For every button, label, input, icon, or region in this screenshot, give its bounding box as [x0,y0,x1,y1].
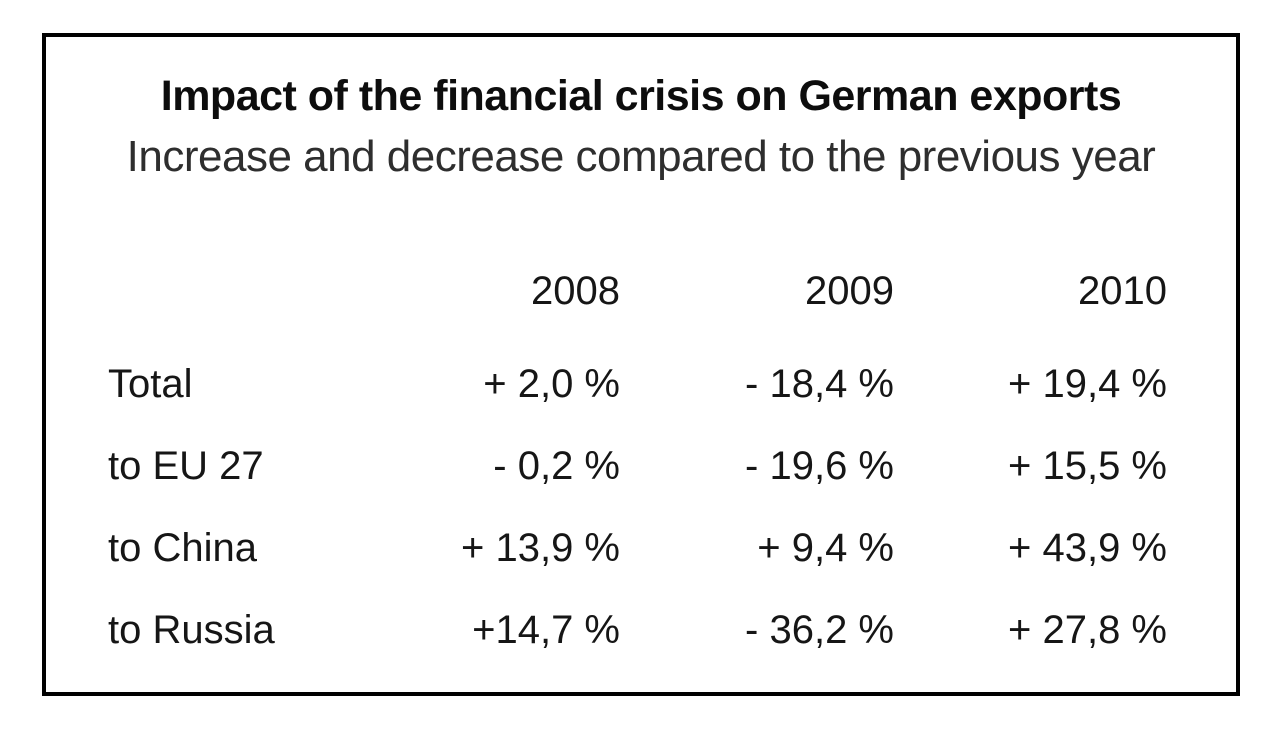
row-label: to China [108,526,257,571]
column-header-blank [108,240,348,344]
value-cell: + 27,8 % [1007,608,1167,653]
value-cell: + 13,9 % [460,526,620,571]
row-label: to Russia [108,608,275,653]
column-header-2008: 2008 [531,269,620,314]
figure-title: Impact of the financial crisis on German… [160,72,1122,120]
value-cell: - 18,4 % [745,362,894,407]
value-cell: - 0,2 % [493,444,620,489]
table-row-eu27: to EU 27 - 0,2 % - 19,6 % + 15,5 % [108,426,1167,508]
row-label: to EU 27 [108,444,264,489]
table-header-row: 2008 2009 2010 [108,240,1167,344]
value-cell: +14,7 % [472,608,620,653]
exports-table: 2008 2009 2010 Total + 2,0 % - 18,4 % + … [108,240,1167,672]
value-cell: - 19,6 % [745,444,894,489]
table-row-china: to China + 13,9 % + 9,4 % + 43,9 % [108,508,1167,590]
value-cell: + 9,4 % [757,526,894,571]
figure-frame: Impact of the financial crisis on German… [42,33,1240,696]
value-cell: + 43,9 % [1007,526,1167,571]
figure-subtitle: Increase and decrease compared to the pr… [126,131,1156,181]
column-header-2009: 2009 [805,269,894,314]
value-cell: - 36,2 % [745,608,894,653]
value-cell: + 15,5 % [1007,444,1167,489]
row-label: Total [108,362,193,407]
value-cell: + 19,4 % [1007,362,1167,407]
table-row-russia: to Russia +14,7 % - 36,2 % + 27,8 % [108,590,1167,672]
value-cell: + 2,0 % [483,362,620,407]
table-row-total: Total + 2,0 % - 18,4 % + 19,4 % [108,344,1167,426]
column-header-2010: 2010 [1078,269,1167,314]
